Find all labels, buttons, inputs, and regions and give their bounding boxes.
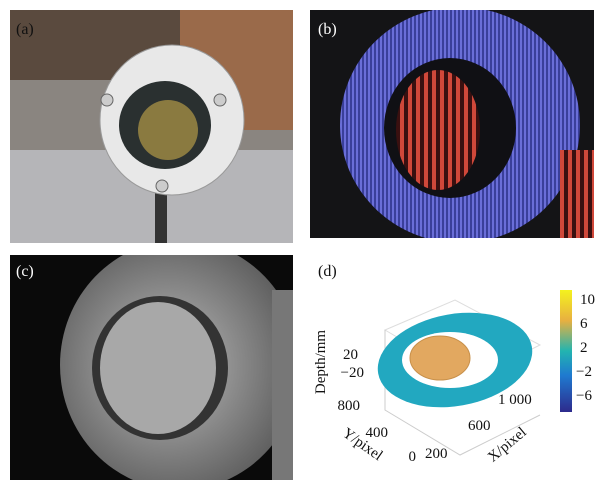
colorbar-tick-label: 10	[580, 292, 595, 308]
z-tick-label: 20	[343, 347, 358, 363]
colorbar-tick-label: 6	[580, 316, 588, 332]
x-axis-label: X/pixel	[485, 424, 530, 465]
photo-c	[10, 240, 300, 480]
y-tick-label: 800	[338, 398, 361, 414]
panel-label: (c)	[16, 263, 34, 280]
colorbar-tick-label: 2	[580, 340, 588, 356]
y-tick-label: 0	[409, 449, 417, 465]
panel-label: (a)	[16, 21, 34, 38]
figure: (a) (b) (c) (d) Depth/mm 20 −20 800 400 …	[0, 0, 604, 480]
z-axis-label: Depth/mm	[313, 330, 329, 394]
colorbar-tick-label: −6	[576, 388, 592, 404]
z-tick-label: −20	[341, 365, 364, 381]
panel-label: (b)	[318, 21, 337, 38]
panel-label: (d)	[318, 263, 337, 280]
photo-b	[310, 7, 594, 243]
x-tick-label: 200	[425, 446, 448, 462]
x-tick-label: 1 000	[498, 392, 532, 408]
x-tick-label: 600	[468, 418, 491, 434]
colorbar-tick-label: −2	[576, 364, 592, 380]
photo-a	[10, 10, 293, 243]
